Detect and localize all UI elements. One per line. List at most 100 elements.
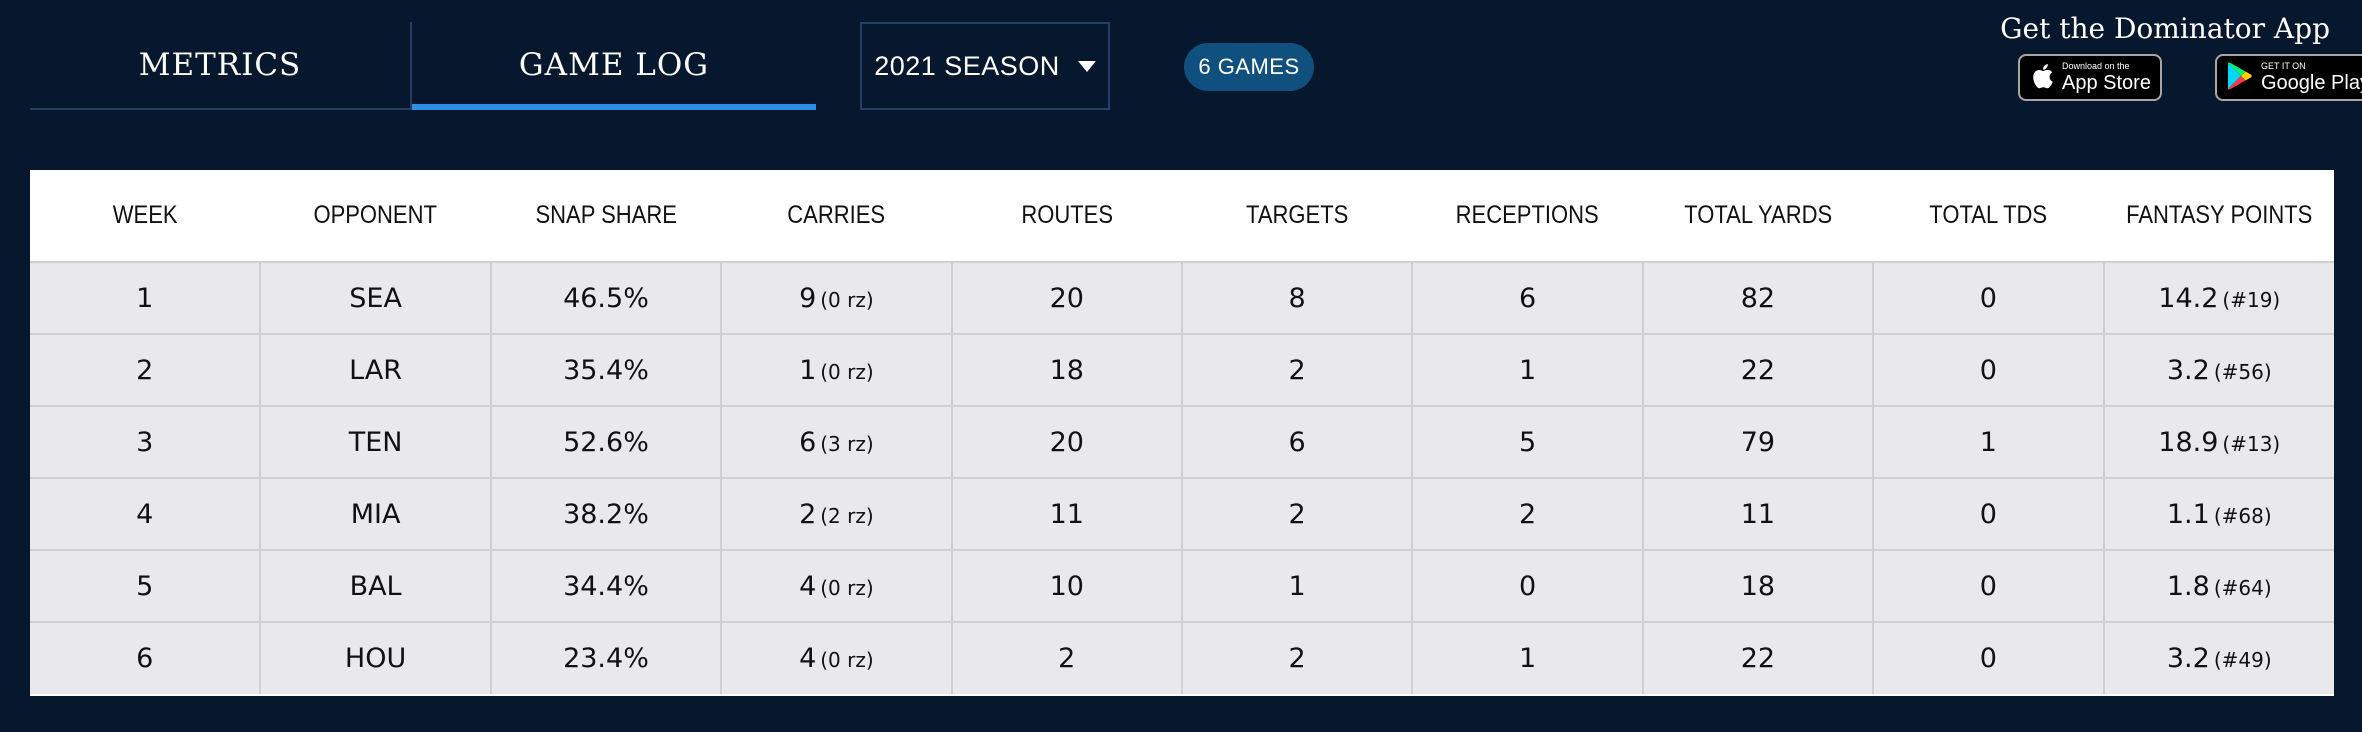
cell-week: 1 (30, 261, 261, 334)
header-routes[interactable]: ROUTES (965, 170, 1169, 262)
fantasy-points-value: 18.9 (2158, 426, 2219, 458)
cell-opponent: HOU (259, 621, 491, 694)
cell-receptions: 2 (1411, 477, 1643, 550)
cell-week: 2 (30, 333, 261, 406)
games-count-badge: 6 GAMES (1184, 43, 1314, 91)
header-fantasy-points[interactable]: FANTASY POINTS (2117, 170, 2321, 262)
cell-targets: 6 (1180, 405, 1413, 478)
fantasy-rank: (#13) (2222, 431, 2281, 456)
carries-value: 4 (799, 643, 817, 674)
game-log-table: WEEK OPPONENT SNAP SHARE CARRIES ROUTES … (30, 170, 2334, 696)
carries-redzone: (3 rz) (820, 431, 874, 456)
cell-opponent: MIA (259, 477, 491, 550)
cell-snap-share: 52.6% (489, 405, 722, 478)
cell-total-yards: 82 (1641, 261, 1874, 334)
cell-snap-share: 35.4% (489, 333, 722, 406)
header-opponent[interactable]: OPPONENT (274, 170, 477, 262)
cell-opponent: BAL (259, 549, 491, 622)
tab-divider (410, 22, 412, 108)
cell-targets: 2 (1180, 621, 1413, 694)
header-week[interactable]: WEEK (43, 170, 247, 262)
cell-total-yards: 18 (1641, 549, 1874, 622)
cell-routes: 18 (950, 333, 1182, 406)
tab-game-log[interactable]: GAME LOG (518, 47, 710, 83)
carries-value: 6 (799, 426, 817, 458)
cell-snap-share: 38.2% (489, 477, 722, 550)
cell-opponent: LAR (259, 333, 491, 406)
carries-value: 1 (799, 354, 817, 386)
cell-carries: 4 (0 rz) (720, 621, 952, 694)
header-snap-share[interactable]: SNAP SHARE (504, 170, 708, 262)
cell-opponent: TEN (259, 405, 491, 478)
cell-total-tds: 0 (1872, 477, 2104, 550)
tab-metrics[interactable]: METRICS (138, 47, 302, 83)
cell-carries: 6 (3 rz) (720, 405, 952, 478)
cell-snap-share: 23.4% (489, 621, 722, 694)
cell-fantasy-points: 1.8 (#64) (2102, 549, 2334, 622)
cell-routes: 20 (950, 405, 1182, 478)
cell-routes: 2 (950, 621, 1182, 694)
cell-week: 4 (30, 477, 261, 550)
app-promo-title: Get the Dominator App (2000, 12, 2330, 45)
table-row: 2 LAR 35.4% 1 (0 rz) 18 2 1 22 0 3.2 (#56) (30, 333, 2334, 406)
cell-receptions: 6 (1411, 261, 1643, 334)
cell-carries: 1 (0 rz) (720, 333, 952, 406)
carries-redzone: (0 rz) (820, 648, 874, 672)
cell-fantasy-points: 1.1 (#68) (2102, 477, 2334, 550)
fantasy-rank: (#64) (2213, 575, 2272, 600)
fantasy-rank: (#19) (2222, 287, 2281, 312)
google-play-icon (2227, 62, 2253, 94)
cell-snap-share: 46.5% (489, 261, 722, 334)
cell-week: 6 (30, 621, 261, 694)
cell-receptions: 1 (1411, 333, 1643, 406)
table-row: 5 BAL 34.4% 4 (0 rz) 10 1 0 18 0 1.8 (#64) (30, 549, 2334, 622)
cell-carries: 2 (2 rz) (720, 477, 952, 550)
cell-total-yards: 22 (1641, 333, 1874, 406)
carries-redzone: (0 rz) (820, 287, 874, 312)
cell-routes: 11 (950, 477, 1182, 550)
table-row: 4 MIA 38.2% 2 (2 rz) 11 2 2 11 0 1.1 (#68) (30, 477, 2334, 550)
header-total-tds[interactable]: TOTAL TDS (1886, 170, 2090, 262)
google-play-button[interactable]: GET IT ON Google Play (2215, 54, 2362, 101)
apple-icon (2030, 62, 2054, 94)
cell-routes: 20 (950, 261, 1182, 334)
cell-week: 5 (30, 549, 261, 622)
cell-total-tds: 0 (1872, 333, 2104, 406)
app-store-label: App Store (2062, 72, 2151, 94)
cell-total-tds: 0 (1872, 621, 2104, 694)
table-header-row: WEEK OPPONENT SNAP SHARE CARRIES ROUTES … (30, 170, 2334, 262)
google-play-label: Google Play (2261, 72, 2362, 94)
fantasy-rank: (#56) (2213, 359, 2272, 384)
header-receptions[interactable]: RECEPTIONS (1426, 170, 1629, 262)
app-store-small-text: Download on the (2062, 61, 2130, 71)
header-targets[interactable]: TARGETS (1195, 170, 1399, 262)
cell-week: 3 (30, 405, 261, 478)
fantasy-rank: (#49) (2213, 648, 2272, 672)
cell-routes: 10 (950, 549, 1182, 622)
header-carries[interactable]: CARRIES (734, 170, 938, 262)
cell-opponent: SEA (259, 261, 491, 334)
cell-receptions: 1 (1411, 621, 1643, 694)
table-row: 6 HOU 23.4% 4 (0 rz) 2 2 1 22 0 3.2 (#49) (30, 621, 2334, 694)
cell-fantasy-points: 18.9 (#13) (2102, 405, 2334, 478)
cell-total-tds: 0 (1872, 549, 2104, 622)
fantasy-points-value: 14.2 (2158, 282, 2219, 314)
cell-receptions: 5 (1411, 405, 1643, 478)
header-total-yards[interactable]: TOTAL YARDS (1656, 170, 1860, 262)
carries-value: 4 (799, 570, 817, 602)
cell-snap-share: 34.4% (489, 549, 722, 622)
cell-fantasy-points: 3.2 (#56) (2102, 333, 2334, 406)
fantasy-rank: (#68) (2213, 503, 2272, 528)
cell-targets: 8 (1180, 261, 1413, 334)
cell-total-yards: 22 (1641, 621, 1874, 694)
carries-redzone: (2 rz) (820, 503, 874, 528)
cell-total-yards: 79 (1641, 405, 1874, 478)
cell-total-tds: 1 (1872, 405, 2104, 478)
season-select[interactable]: 2021 SEASON (860, 22, 1110, 110)
cell-total-tds: 0 (1872, 261, 2104, 334)
app-store-button[interactable]: Download on the App Store (2018, 54, 2162, 101)
carries-value: 2 (799, 498, 817, 530)
fantasy-points-value: 1.8 (2166, 570, 2210, 602)
fantasy-points-value: 3.2 (2166, 354, 2210, 386)
carries-value: 9 (799, 282, 817, 314)
